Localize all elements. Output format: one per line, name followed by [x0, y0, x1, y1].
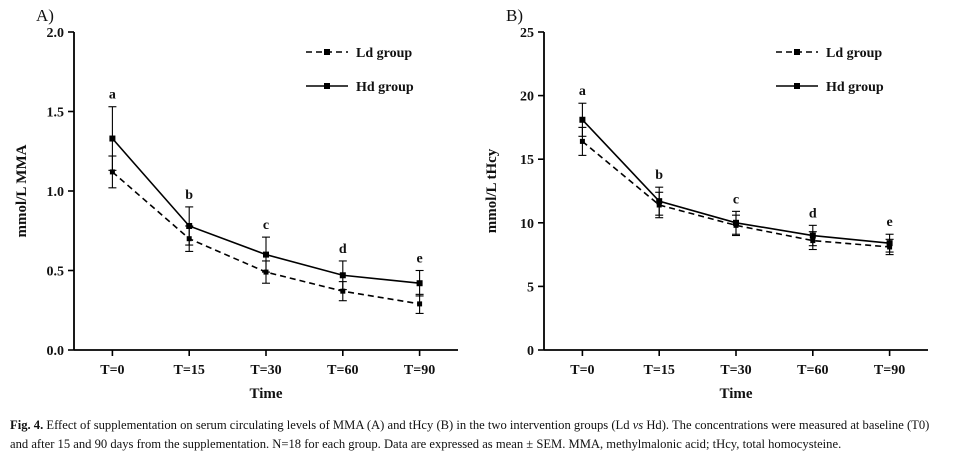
- panel-b-label: B): [506, 6, 523, 25]
- sig-letter: a: [579, 84, 586, 99]
- caption-label: Fig. 4.: [10, 418, 44, 432]
- x-tick-label: T=90: [404, 363, 435, 378]
- legend-marker: [794, 83, 800, 89]
- data-marker: [416, 280, 423, 287]
- caption-text-before-vs: Effect of supplementation on serum circu…: [43, 418, 633, 432]
- panel-b: B) 0 5 10 15 20 25 T=0 T=15 T=30 T=60 T=90 mmol/L t…: [480, 4, 950, 416]
- legend-label: Hd group: [356, 80, 414, 95]
- data-marker: [109, 169, 115, 175]
- data-marker: [809, 232, 816, 239]
- series-hd-group: [578, 102, 894, 253]
- legend-marker: [324, 83, 330, 89]
- chart-panels: A) 0.0 0.5 1.0 1.5 2.0 T=0 T=15 T=30 T=60 T=90 mmo…: [10, 4, 950, 416]
- y-tick-label: 1.0: [47, 185, 65, 200]
- x-tick-label: T=0: [100, 363, 124, 378]
- x-ticks: T=0 T=15 T=30 T=60 T=90: [570, 350, 905, 378]
- data-marker: [656, 198, 663, 205]
- x-axis-title: Time: [719, 386, 752, 402]
- thcy-line-chart: 0 5 10 15 20 25 T=0 T=15 T=30 T=60 T=90 mmol/L tHcy…: [484, 26, 928, 402]
- y-tick-label: 20: [520, 90, 534, 105]
- panel-a-label: A): [36, 6, 54, 25]
- data-marker: [340, 288, 346, 294]
- x-tick-label: T=15: [174, 363, 205, 378]
- data-marker: [886, 240, 893, 247]
- x-tick-label: T=15: [644, 363, 675, 378]
- data-marker: [339, 272, 346, 279]
- data-marker: [579, 116, 586, 123]
- figure-caption: Fig. 4. Effect of supplementation on ser…: [0, 416, 959, 454]
- x-tick-label: T=30: [720, 363, 751, 378]
- legend-marker: [324, 49, 330, 55]
- legend-marker: [794, 49, 800, 55]
- x-tick-label: T=90: [874, 363, 905, 378]
- x-tick-label: T=60: [327, 363, 358, 378]
- x-axis-title: Time: [249, 386, 282, 402]
- y-ticks: 0.0 0.5 1.0 1.5 2.0: [47, 26, 74, 359]
- x-tick-label: T=60: [797, 363, 828, 378]
- sig-letter: b: [655, 168, 663, 183]
- sig-letter: e: [416, 252, 422, 267]
- x-ticks: T=0 T=15 T=30 T=60 T=90: [100, 350, 435, 378]
- y-tick-label: 1.5: [47, 106, 65, 121]
- y-ticks: 0 5 10 15 20 25: [520, 26, 544, 359]
- x-tick-label: T=0: [570, 363, 594, 378]
- sig-letter: b: [185, 188, 193, 203]
- y-tick-label: 0: [527, 344, 534, 359]
- series-line: [581, 140, 890, 248]
- sig-letter: a: [109, 88, 116, 103]
- sig-letter: d: [809, 206, 817, 221]
- y-tick-label: 0.5: [47, 265, 65, 280]
- x-tick-label: T=30: [250, 363, 281, 378]
- panel-a: A) 0.0 0.5 1.0 1.5 2.0 T=0 T=15 T=30 T=60 T=90 mmo…: [10, 4, 480, 416]
- y-tick-label: 2.0: [47, 26, 65, 41]
- legend-label: Ld group: [356, 46, 412, 61]
- y-axis-title: mmol/L MMA: [14, 144, 30, 237]
- data-marker: [263, 251, 269, 258]
- y-tick-label: 25: [520, 26, 534, 41]
- annotations: a b c d e: [109, 88, 423, 267]
- data-marker: [417, 301, 423, 307]
- y-tick-label: 0.0: [47, 344, 65, 359]
- data-marker: [109, 135, 116, 142]
- mma-line-chart: 0.0 0.5 1.0 1.5 2.0 T=0 T=15 T=30 T=60 T=90 mmol/L…: [14, 26, 458, 402]
- data-marker: [186, 222, 193, 229]
- data-marker: [733, 219, 739, 226]
- data-marker: [579, 138, 585, 144]
- sig-letter: e: [886, 215, 892, 230]
- series-hd-group: [108, 106, 424, 297]
- legend: Ld group Hd group: [776, 46, 884, 95]
- y-tick-label: 5: [527, 280, 534, 295]
- series-ld-group: [108, 155, 424, 314]
- sig-letter: d: [339, 242, 347, 257]
- legend-label: Ld group: [826, 46, 882, 61]
- y-tick-label: 15: [520, 153, 534, 168]
- caption-text-after-vs: Hd). The concentrations were measured at…: [10, 418, 930, 451]
- y-tick-label: 10: [520, 217, 534, 232]
- caption-vs: vs: [632, 418, 644, 432]
- annotations: a b c d e: [579, 84, 893, 230]
- legend-label: Hd group: [826, 80, 884, 95]
- y-axis-title: mmol/L tHcy: [484, 148, 500, 233]
- sig-letter: c: [263, 218, 269, 233]
- legend: Ld group Hd group: [306, 46, 414, 95]
- sig-letter: c: [733, 192, 739, 207]
- series-ld-group: [578, 126, 894, 256]
